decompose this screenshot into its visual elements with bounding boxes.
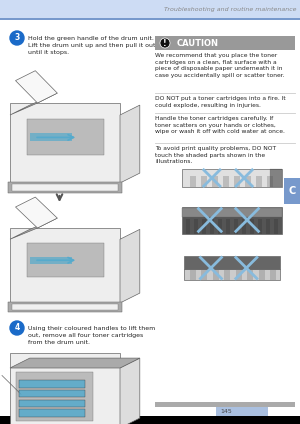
Bar [182, 208, 282, 218]
Bar [247, 271, 253, 280]
Circle shape [160, 38, 170, 48]
Bar [0, 18, 300, 20]
Bar [267, 176, 273, 187]
Text: 145: 145 [220, 409, 232, 414]
Bar [182, 169, 282, 187]
Bar [0, 416, 300, 424]
Bar [212, 176, 218, 187]
Bar [190, 271, 196, 280]
Bar [184, 256, 280, 269]
Polygon shape [120, 229, 140, 303]
Text: Hold the green handle of the drum unit.
Lift the drum unit up and then pull it o: Hold the green handle of the drum unit. … [28, 36, 155, 55]
Text: Troubleshooting and routine maintenance: Troubleshooting and routine maintenance [164, 6, 296, 11]
Bar [223, 176, 229, 187]
Bar [10, 353, 120, 424]
Circle shape [10, 321, 24, 335]
Bar [210, 219, 214, 234]
Polygon shape [10, 218, 57, 239]
Bar [236, 271, 242, 280]
Bar [218, 219, 222, 234]
Text: DO NOT put a toner cartridges into a fire. It
could explode, resulting in injuri: DO NOT put a toner cartridges into a fir… [155, 96, 286, 108]
Bar [30, 134, 72, 141]
Text: 3: 3 [14, 33, 20, 42]
Bar [19, 399, 85, 407]
Text: C: C [288, 186, 296, 196]
Polygon shape [120, 358, 140, 424]
Bar [202, 219, 206, 234]
Bar [184, 269, 280, 280]
Bar [186, 219, 190, 234]
Bar [26, 243, 104, 277]
Bar [242, 219, 246, 234]
Bar [10, 103, 120, 183]
Bar [234, 176, 240, 187]
Text: We recommend that you place the toner
cartridges on a clean, flat surface with a: We recommend that you place the toner ca… [155, 53, 285, 78]
Bar [19, 409, 85, 417]
Bar [266, 219, 270, 234]
Bar [284, 178, 300, 204]
Text: Handle the toner cartridges carefully. If
toner scatters on your hands or clothe: Handle the toner cartridges carefully. I… [155, 116, 285, 134]
Text: To avoid print quality problems, DO NOT
touch the shaded parts shown in the
illu: To avoid print quality problems, DO NOT … [155, 146, 276, 164]
Bar [256, 176, 262, 187]
Bar [258, 219, 262, 234]
Polygon shape [16, 71, 57, 103]
Bar [270, 169, 282, 187]
Polygon shape [10, 93, 57, 115]
Bar [10, 228, 120, 303]
Bar [16, 372, 92, 421]
Polygon shape [10, 358, 140, 368]
Bar [216, 407, 268, 416]
Bar [213, 271, 219, 280]
Bar [250, 219, 254, 234]
Bar [201, 176, 207, 187]
Polygon shape [120, 105, 140, 183]
Bar [270, 271, 276, 280]
Bar [224, 271, 230, 280]
Text: Using their coloured handles to lift them
out, remove all four toner cartridges
: Using their coloured handles to lift the… [28, 326, 155, 345]
Bar [30, 257, 72, 264]
Bar [190, 176, 196, 187]
Bar [194, 219, 198, 234]
Bar [274, 219, 278, 234]
Bar [245, 176, 251, 187]
Bar [8, 302, 122, 312]
Circle shape [10, 31, 24, 45]
Bar [8, 182, 122, 192]
Bar [12, 304, 118, 310]
Text: !: ! [163, 39, 167, 47]
Bar [26, 119, 104, 155]
Polygon shape [16, 197, 57, 228]
Bar [259, 271, 265, 280]
Bar [234, 219, 238, 234]
Bar [0, 0, 300, 18]
Bar [19, 390, 85, 397]
Bar [226, 219, 230, 234]
Bar [182, 206, 282, 234]
Bar [201, 271, 207, 280]
Bar [19, 380, 85, 388]
Bar [155, 402, 295, 407]
Text: 4: 4 [14, 324, 20, 332]
Text: CAUTION: CAUTION [177, 39, 219, 47]
Bar [12, 184, 118, 191]
Bar [155, 36, 295, 50]
